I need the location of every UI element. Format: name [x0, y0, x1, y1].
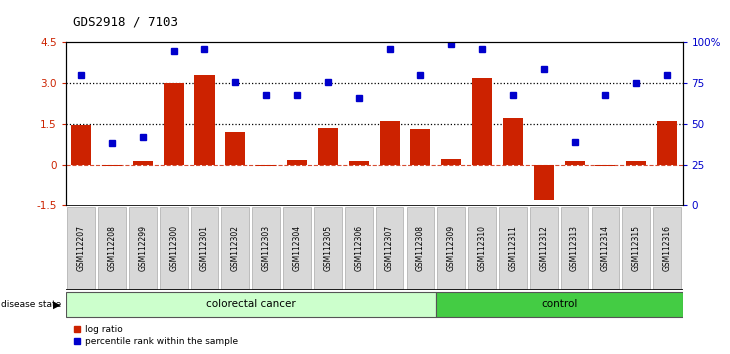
Bar	[530, 207, 558, 289]
Bar	[503, 118, 523, 165]
Bar	[499, 207, 527, 289]
Text: GSM112314: GSM112314	[601, 225, 610, 271]
Bar	[561, 207, 588, 289]
Bar	[626, 161, 646, 165]
Bar	[287, 160, 307, 165]
Bar	[441, 159, 461, 165]
Bar	[436, 292, 683, 317]
Text: GSM112300: GSM112300	[169, 225, 178, 271]
Text: GSM112306: GSM112306	[354, 225, 364, 271]
Text: colorectal cancer: colorectal cancer	[206, 299, 296, 309]
Bar	[71, 125, 91, 165]
Text: GSM112302: GSM112302	[231, 225, 240, 271]
Bar	[564, 161, 585, 165]
Bar	[194, 75, 215, 165]
Bar	[191, 207, 218, 289]
Text: ▶: ▶	[53, 299, 61, 309]
Text: disease state: disease state	[1, 300, 62, 309]
Bar	[256, 165, 276, 166]
Bar	[380, 121, 399, 165]
Bar	[66, 292, 436, 317]
Bar	[345, 207, 372, 289]
Text: GSM112316: GSM112316	[663, 225, 672, 271]
Bar	[253, 207, 280, 289]
Bar	[160, 207, 188, 289]
Text: GSM112304: GSM112304	[293, 225, 301, 271]
Text: control: control	[541, 299, 577, 309]
Bar	[318, 128, 338, 165]
Text: GSM112311: GSM112311	[508, 225, 518, 271]
Bar	[657, 121, 677, 165]
Text: GSM112310: GSM112310	[477, 225, 487, 271]
Bar	[164, 83, 184, 165]
Text: GSM112301: GSM112301	[200, 225, 209, 271]
Text: GSM112303: GSM112303	[261, 225, 271, 271]
Bar	[437, 207, 465, 289]
Text: GDS2918 / 7103: GDS2918 / 7103	[73, 15, 178, 28]
Text: GSM112308: GSM112308	[416, 225, 425, 271]
Bar	[349, 161, 369, 165]
Bar	[67, 207, 95, 289]
Bar	[407, 207, 434, 289]
Bar	[221, 207, 249, 289]
Bar	[226, 132, 245, 165]
Bar	[591, 207, 619, 289]
Text: GSM112313: GSM112313	[570, 225, 579, 271]
Bar	[596, 165, 615, 166]
Bar	[283, 207, 311, 289]
Bar	[653, 207, 681, 289]
Text: GSM112305: GSM112305	[323, 225, 332, 271]
Text: GSM112309: GSM112309	[447, 225, 456, 271]
Bar	[468, 207, 496, 289]
Text: GSM112299: GSM112299	[138, 225, 147, 271]
Text: GSM112207: GSM112207	[77, 225, 85, 271]
Bar	[98, 207, 126, 289]
Bar	[410, 129, 431, 165]
Bar	[376, 207, 404, 289]
Bar	[102, 165, 122, 166]
Bar	[314, 207, 342, 289]
Bar	[133, 161, 153, 165]
Bar	[472, 78, 492, 165]
Text: GSM112312: GSM112312	[539, 225, 548, 271]
Text: GSM112208: GSM112208	[107, 225, 117, 271]
Bar	[623, 207, 650, 289]
Bar	[129, 207, 157, 289]
Legend: log ratio, percentile rank within the sample: log ratio, percentile rank within the sa…	[70, 321, 242, 349]
Text: GSM112315: GSM112315	[631, 225, 641, 271]
Text: GSM112307: GSM112307	[385, 225, 394, 271]
Bar	[534, 165, 554, 200]
